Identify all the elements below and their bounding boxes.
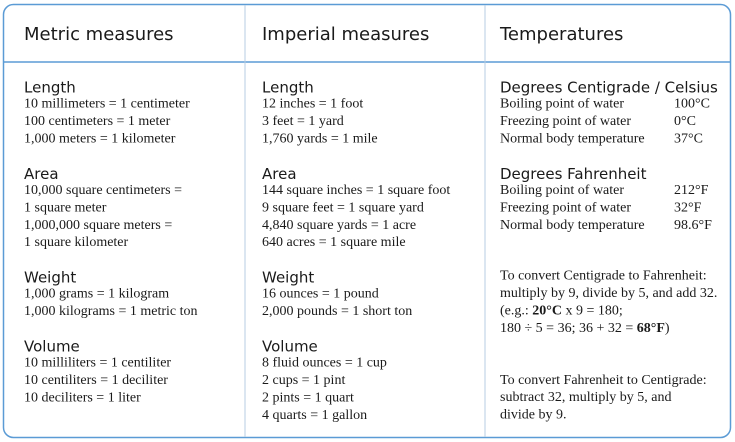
note-text: To convert Fahrenheit to Centigrade: bbox=[500, 373, 707, 388]
conversion-line: 4 quarts = 1 gallon bbox=[262, 408, 367, 423]
temperature-label: Freezing point of water bbox=[500, 200, 631, 215]
conversion-line: 2 cups = 1 pint bbox=[262, 373, 345, 388]
note-line: subtract 32, multiply by 5, and bbox=[500, 390, 671, 405]
conversion-line: 2 pints = 1 quart bbox=[262, 390, 354, 405]
section-heading: Degrees Fahrenheit bbox=[500, 165, 647, 183]
section-heading: Weight bbox=[262, 269, 314, 287]
note-line: divide by 9. bbox=[500, 408, 567, 423]
conversion-line: 10 centiliters = 1 deciliter bbox=[24, 373, 168, 388]
note-text: (e.g.: bbox=[500, 304, 532, 319]
section-heading: Length bbox=[24, 79, 76, 97]
section-heading: Weight bbox=[24, 269, 76, 287]
temperature-label: Freezing point of water bbox=[500, 114, 631, 129]
conversion-line: 1 square meter bbox=[24, 200, 107, 215]
temperature-value: 100°C bbox=[674, 97, 710, 112]
section-heading: Degrees Centigrade / Celsius bbox=[500, 79, 718, 97]
note-text: 68°F bbox=[637, 321, 665, 336]
note-text: multiply by 9, divide by 5, and add 32. bbox=[500, 286, 717, 301]
temperature-label: Boiling point of water bbox=[500, 183, 624, 198]
table-border bbox=[2, 3, 732, 439]
conversion-line: 9 square feet = 1 square yard bbox=[262, 200, 424, 215]
note-text: To convert Centigrade to Fahrenheit: bbox=[500, 269, 707, 284]
conversion-line: 1,000 grams = 1 kilogram bbox=[24, 287, 169, 302]
note-text: x 9 = 180; bbox=[562, 304, 623, 319]
conversion-line: 1,000,000 square meters = bbox=[24, 218, 172, 233]
section-heading: Volume bbox=[24, 337, 80, 355]
conversion-line: 12 inches = 1 foot bbox=[262, 97, 363, 112]
section-heading: Area bbox=[262, 165, 297, 183]
temperature-label: Normal body temperature bbox=[500, 218, 645, 233]
conversion-line: 1,000 meters = 1 kilometer bbox=[24, 132, 176, 147]
conversion-line: 16 ounces = 1 pound bbox=[262, 287, 379, 302]
column-title: Metric measures bbox=[24, 24, 174, 45]
conversion-line: 100 centimeters = 1 meter bbox=[24, 114, 171, 129]
temperature-value: 32°F bbox=[674, 200, 702, 215]
note-text: subtract 32, multiply by 5, and bbox=[500, 390, 671, 405]
conversion-line: 2,000 pounds = 1 short ton bbox=[262, 304, 412, 319]
conversion-line: 4,840 square yards = 1 acre bbox=[262, 218, 416, 233]
note-line: To convert Centigrade to Fahrenheit: bbox=[500, 269, 707, 284]
temperature-value: 212°F bbox=[674, 183, 709, 198]
section-heading: Length bbox=[262, 79, 314, 97]
note-line: multiply by 9, divide by 5, and add 32. bbox=[500, 286, 717, 301]
conversion-line: 10 deciliters = 1 liter bbox=[24, 390, 141, 405]
note-line: To convert Fahrenheit to Centigrade: bbox=[500, 373, 707, 388]
note-text: divide by 9. bbox=[500, 408, 567, 423]
conversion-line: 10,000 square centimeters = bbox=[24, 183, 182, 198]
note-line: 180 ÷ 5 = 36; 36 + 32 = 68°F) bbox=[500, 321, 670, 336]
conversion-line: 1 square kilometer bbox=[24, 235, 129, 250]
temperature-value: 0°C bbox=[674, 114, 696, 129]
note-text: 20°C bbox=[532, 304, 562, 319]
conversion-line: 8 fluid ounces = 1 cup bbox=[262, 356, 387, 371]
note-line: (e.g.: 20°C x 9 = 180; bbox=[500, 304, 623, 319]
conversion-line: 1,000 kilograms = 1 metric ton bbox=[24, 304, 198, 319]
temperature-value: 98.6°F bbox=[674, 218, 712, 233]
temperature-label: Normal body temperature bbox=[500, 132, 645, 147]
note-text: 180 ÷ 5 = 36; 36 + 32 = bbox=[500, 321, 637, 336]
column-title: Temperatures bbox=[499, 24, 623, 45]
conversion-line: 10 milliliters = 1 centiliter bbox=[24, 356, 171, 371]
conversion-line: 640 acres = 1 square mile bbox=[262, 235, 406, 250]
conversion-line: 1,760 yards = 1 mile bbox=[262, 132, 378, 147]
column-title: Imperial measures bbox=[262, 24, 429, 45]
section-heading: Area bbox=[24, 165, 59, 183]
conversion-line: 144 square inches = 1 square foot bbox=[262, 183, 450, 198]
note-text: ) bbox=[665, 321, 670, 336]
conversion-line: 10 millimeters = 1 centimeter bbox=[24, 97, 190, 112]
temperature-label: Boiling point of water bbox=[500, 97, 624, 112]
temperature-value: 37°C bbox=[674, 132, 703, 147]
conversion-line: 3 feet = 1 yard bbox=[262, 114, 344, 129]
section-heading: Volume bbox=[262, 337, 318, 355]
